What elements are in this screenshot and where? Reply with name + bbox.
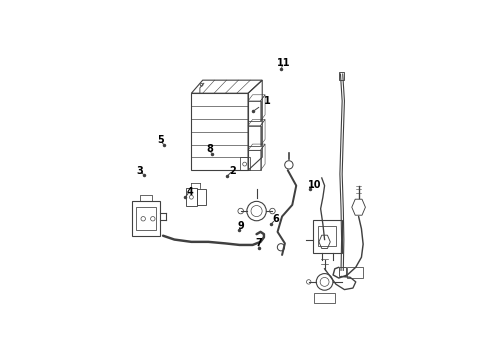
Text: 1: 1 [254,96,270,110]
Text: 10: 10 [307,180,321,190]
Text: 2: 2 [227,166,236,176]
Text: 9: 9 [237,221,244,231]
Text: 6: 6 [272,214,278,224]
Text: 5: 5 [157,135,163,145]
Text: 7: 7 [255,238,262,248]
Text: 11: 11 [277,58,290,68]
Text: 4: 4 [186,186,193,197]
Text: 8: 8 [206,144,213,154]
Text: 3: 3 [136,166,143,176]
